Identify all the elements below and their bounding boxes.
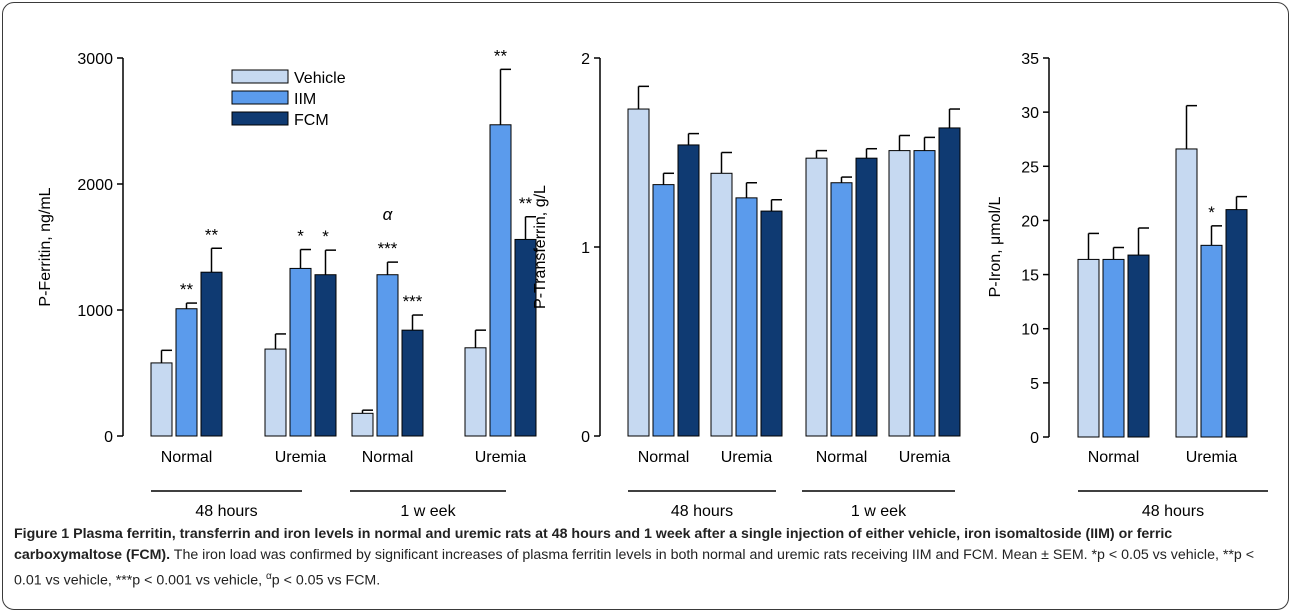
significance-label: * xyxy=(1208,203,1215,222)
bar-iim xyxy=(289,267,312,437)
group-label: Normal xyxy=(1088,449,1140,466)
significance-label: *** xyxy=(403,292,423,311)
bar-fcm xyxy=(855,157,878,437)
bar-vehicle xyxy=(264,348,287,437)
significance-label: ** xyxy=(519,194,533,213)
bar-fcm xyxy=(760,210,783,437)
legend-label-fcm: FCM xyxy=(294,112,329,129)
legend-swatch-iim xyxy=(231,90,289,105)
alpha-annotation: α xyxy=(383,205,394,224)
y-tick-label: 25 xyxy=(1021,159,1039,176)
caption-body: The iron load was confirmed by significa… xyxy=(14,547,1255,589)
caption-alpha-mark: α xyxy=(266,571,272,582)
bar-fcm xyxy=(401,329,424,437)
bar-iim xyxy=(175,308,198,437)
chart-panel-2: 0 1 2 P-Transferrin, g/L Normal Uremia Normal U… xyxy=(532,51,961,520)
caption-tail: p < 0.05 vs FCM. xyxy=(271,572,381,589)
group-label: Normal xyxy=(161,449,213,466)
group-label: Normal xyxy=(816,449,868,466)
legend-label-iim: IIM xyxy=(294,91,316,108)
y-axis-label: P-Ferritin, ng/mL xyxy=(37,187,54,306)
y-tick-label: 2 xyxy=(581,51,590,68)
y-tick-label: 1 xyxy=(581,240,590,257)
supergroup-label: 1 w eek xyxy=(851,503,907,520)
group-label: Uremia xyxy=(275,449,327,466)
group-label: Normal xyxy=(362,449,414,466)
group-label: Uremia xyxy=(899,449,951,466)
bar-iim xyxy=(489,124,512,437)
bar-iim xyxy=(1102,258,1125,438)
supergroup-label: 48 hours xyxy=(195,503,257,520)
supergroup-label: 48 hours xyxy=(1142,503,1204,520)
supergroup-label: 48 hours xyxy=(671,503,733,520)
bar-vehicle xyxy=(710,172,733,437)
significance-label: * xyxy=(297,227,304,246)
y-tick-label: 20 xyxy=(1021,213,1039,230)
bar-fcm xyxy=(1225,209,1248,438)
group-label: Normal xyxy=(638,449,690,466)
bar-vehicle xyxy=(888,150,911,437)
bar-vehicle xyxy=(150,362,173,437)
bar-fcm xyxy=(514,238,537,437)
significance-label: *** xyxy=(378,239,398,258)
figure-caption: Figure 1 Plasma ferritin, transferrin an… xyxy=(14,524,1282,592)
y-tick-label: 30 xyxy=(1021,105,1039,122)
bar-iim xyxy=(735,197,758,437)
bar-fcm xyxy=(677,144,700,437)
chart-panel-3: 0 5 10 15 20 25 30 35 P-Iron, μmol/L Normal * Uremi… xyxy=(987,51,1268,520)
bar-vehicle xyxy=(627,108,650,437)
bar-vehicle xyxy=(351,412,374,437)
legend-swatch-vehicle xyxy=(231,69,289,84)
caption-title: Figure 1 Plasma ferritin, transferrin an… xyxy=(14,526,1173,563)
bar-vehicle xyxy=(805,157,828,437)
legend-swatch-fcm xyxy=(231,111,289,126)
group-label: Uremia xyxy=(1186,449,1238,466)
bar-iim xyxy=(1200,244,1223,438)
significance-label: * xyxy=(322,227,329,246)
bar-iim xyxy=(652,184,675,437)
bar-iim xyxy=(913,150,936,437)
bar-fcm xyxy=(1127,254,1150,438)
group-label: Uremia xyxy=(475,449,527,466)
y-tick-label: 10 xyxy=(1021,322,1039,339)
legend-label-vehicle: Vehicle xyxy=(294,70,346,87)
bar-fcm xyxy=(938,127,961,437)
significance-label: ** xyxy=(180,280,194,299)
y-tick-label: 5 xyxy=(1030,376,1039,393)
y-axis-label: P-Transferrin, g/L xyxy=(532,185,549,309)
y-tick-label: 2000 xyxy=(77,177,113,194)
significance-label: ** xyxy=(205,225,219,244)
bar-iim xyxy=(830,182,853,437)
y-tick-label: 0 xyxy=(104,429,113,446)
y-tick-label: 3000 xyxy=(77,51,113,68)
significance-label: ** xyxy=(494,46,508,65)
supergroup-label: 1 w eek xyxy=(400,503,456,520)
bar-fcm xyxy=(314,274,337,437)
y-tick-label: 15 xyxy=(1021,268,1039,285)
bar-vehicle xyxy=(1175,148,1198,438)
bar-fcm xyxy=(200,271,223,437)
bar-vehicle xyxy=(464,347,487,437)
y-axis-label: P-Iron, μmol/L xyxy=(987,197,1004,298)
bar-iim xyxy=(376,274,399,437)
y-tick-label: 0 xyxy=(1030,430,1039,447)
y-tick-label: 1000 xyxy=(77,303,113,320)
bar-vehicle xyxy=(1077,258,1100,438)
y-tick-label: 35 xyxy=(1021,51,1039,68)
group-label: Uremia xyxy=(721,449,773,466)
y-tick-label: 0 xyxy=(581,429,590,446)
